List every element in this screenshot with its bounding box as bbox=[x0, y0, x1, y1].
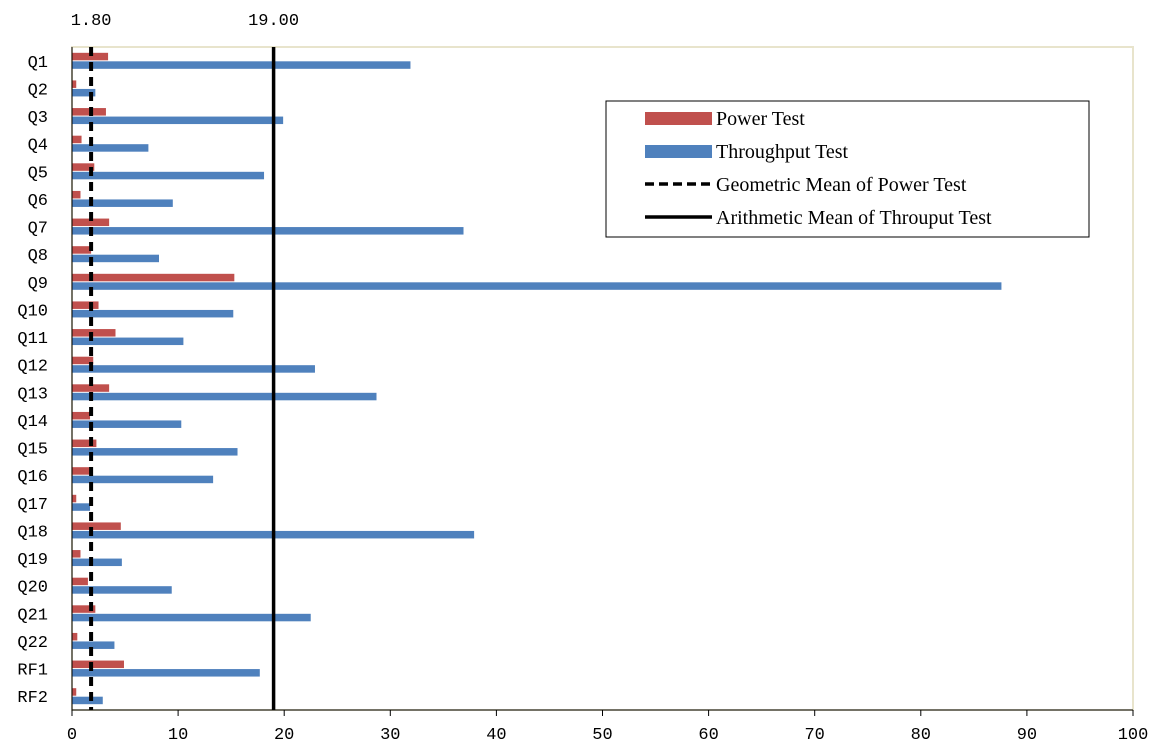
reference-line-label: 19.00 bbox=[248, 12, 299, 31]
bar-power-test-q20 bbox=[72, 577, 88, 586]
y-tick-label: Q14 bbox=[17, 413, 48, 432]
bar-power-test-q2 bbox=[72, 80, 77, 88]
y-tick-label: Q17 bbox=[17, 496, 48, 515]
x-tick-label: 30 bbox=[380, 726, 400, 745]
bar-throughput-test-q11 bbox=[72, 337, 184, 346]
bar-throughput-test-q19 bbox=[72, 558, 122, 567]
y-tick-label: Q4 bbox=[28, 137, 48, 156]
bar-throughput-test-q5 bbox=[72, 171, 265, 180]
bar-power-test-q21 bbox=[72, 605, 96, 613]
reference-line-label: 1.80 bbox=[71, 12, 112, 31]
bar-throughput-test-q3 bbox=[72, 116, 284, 125]
y-tick-label: Q15 bbox=[17, 441, 48, 460]
bar-power-test-q7 bbox=[72, 218, 110, 227]
bar-throughput-test-q1 bbox=[72, 61, 411, 69]
bar-power-test-q6 bbox=[72, 190, 81, 199]
bar-throughput-test-q15 bbox=[72, 448, 238, 456]
x-tick-label: 50 bbox=[592, 726, 612, 745]
legend-label: Throughput Test bbox=[716, 141, 849, 163]
legend: Power Test Throughput Test Geometric Mean … bbox=[605, 100, 1090, 238]
bar-throughput-test-q2 bbox=[72, 88, 96, 97]
x-tick-label: 90 bbox=[1017, 726, 1037, 745]
legend-box bbox=[605, 100, 1090, 238]
y-tick-label: Q12 bbox=[17, 358, 48, 377]
bar-power-test-q13 bbox=[72, 384, 110, 392]
x-tick-label: 100 bbox=[1118, 726, 1149, 745]
bar-throughput-test-q21 bbox=[72, 613, 311, 622]
x-tick-label: 40 bbox=[486, 726, 506, 745]
y-tick-label: Q7 bbox=[28, 220, 48, 239]
legend-swatch bbox=[645, 112, 712, 125]
bar-power-test-rf2 bbox=[72, 688, 77, 696]
y-tick-label: RF2 bbox=[17, 689, 48, 708]
y-tick-label: Q6 bbox=[28, 192, 48, 211]
legend-label: Arithmetic Mean of Throuput Test bbox=[716, 207, 992, 229]
y-tick-labels: Q1 Q2 Q3 Q4 Q5 Q6 Q7 Q8 Q9 Q10 Q11 Q12 Q13 Q14 Q15 Q16 Q… bbox=[17, 54, 48, 708]
y-tick-label: Q20 bbox=[17, 579, 48, 598]
bar-power-test-q3 bbox=[72, 108, 106, 116]
y-tick-label: Q18 bbox=[17, 523, 48, 542]
legend-label: Power Test bbox=[716, 108, 805, 130]
bar-throughput-test-q20 bbox=[72, 586, 172, 594]
bar-power-test-q5 bbox=[72, 163, 95, 171]
bar-throughput-test-q12 bbox=[72, 365, 315, 373]
y-tick-label: Q8 bbox=[28, 247, 48, 266]
bar-throughput-test-q16 bbox=[72, 475, 214, 484]
y-tick-label: Q13 bbox=[17, 385, 48, 404]
bar-power-test-q10 bbox=[72, 301, 99, 309]
legend-swatch bbox=[645, 145, 712, 158]
y-tick-label: Q9 bbox=[28, 275, 48, 294]
bar-power-test-q4 bbox=[72, 135, 82, 144]
bar-throughput-test-rf1 bbox=[72, 669, 260, 677]
bar-power-test-q17 bbox=[72, 494, 77, 503]
reference-lines-group bbox=[89, 47, 276, 710]
y-tick-label: Q1 bbox=[28, 54, 48, 73]
bar-throughput-test-q22 bbox=[72, 641, 115, 649]
bar-power-test-q15 bbox=[72, 439, 97, 448]
x-tick-label: 20 bbox=[274, 726, 294, 745]
reference-line-labels: 1.80 19.00 bbox=[71, 12, 299, 31]
bar-power-test-q11 bbox=[72, 329, 116, 337]
bar-throughput-test-q17 bbox=[72, 503, 91, 511]
bar-throughput-test-q10 bbox=[72, 309, 234, 318]
bar-power-test-q8 bbox=[72, 246, 92, 254]
x-tick-label: 80 bbox=[911, 726, 931, 745]
y-tick-label: Q16 bbox=[17, 468, 48, 487]
y-tick-label: Q19 bbox=[17, 551, 48, 570]
y-tick-label: Q11 bbox=[17, 330, 48, 349]
bar-throughput-test-q4 bbox=[72, 144, 149, 152]
bar-throughput-test-q8 bbox=[72, 254, 160, 263]
bar-power-test-q18 bbox=[72, 522, 121, 530]
bar-throughput-test-q7 bbox=[72, 227, 464, 235]
bar-power-test-q9 bbox=[72, 273, 235, 282]
x-tick-label: 0 bbox=[67, 726, 77, 745]
bar-power-test-q12 bbox=[72, 356, 94, 365]
bar-power-test-q16 bbox=[72, 467, 91, 475]
bar-power-test-rf1 bbox=[72, 660, 124, 669]
y-tick-label: Q5 bbox=[28, 164, 48, 183]
bar-power-test-q1 bbox=[72, 52, 109, 61]
bar-throughput-test-q6 bbox=[72, 199, 173, 207]
bar-power-test-q19 bbox=[72, 550, 81, 558]
y-tick-label: Q3 bbox=[28, 109, 48, 128]
y-tick-label: Q10 bbox=[17, 302, 48, 321]
axes-group bbox=[71, 47, 1134, 716]
bar-power-test-q22 bbox=[72, 632, 78, 641]
y-tick-label: Q2 bbox=[28, 81, 48, 100]
x-tick-label: 70 bbox=[804, 726, 824, 745]
legend-label: Geometric Mean of Power Test bbox=[716, 174, 967, 196]
bar-power-test-q14 bbox=[72, 411, 91, 420]
bar-throughput-test-q13 bbox=[72, 392, 377, 401]
x-tick-label: 10 bbox=[168, 726, 188, 745]
bar-throughput-test-rf2 bbox=[72, 696, 103, 705]
x-tick-label: 60 bbox=[698, 726, 718, 745]
y-tick-label: Q21 bbox=[17, 606, 48, 625]
y-tick-label: RF1 bbox=[17, 662, 48, 681]
bar-throughput-test-q14 bbox=[72, 420, 182, 428]
x-tick-labels: 0 10 20 30 40 50 60 70 80 90 100 bbox=[67, 726, 1148, 745]
y-tick-label: Q22 bbox=[17, 634, 48, 653]
bar-throughput-test-q9 bbox=[72, 282, 1002, 290]
